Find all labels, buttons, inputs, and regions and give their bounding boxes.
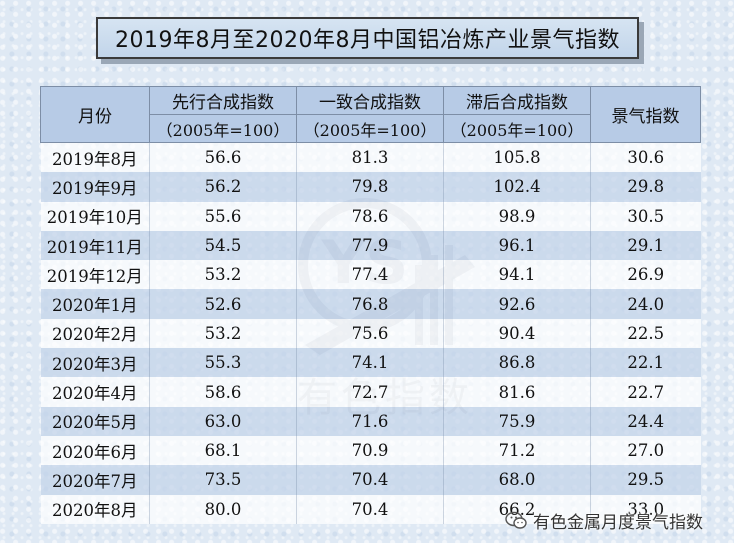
cell-month: 2020年5月: [40, 406, 150, 436]
cell-lagging: 98.9: [443, 201, 591, 231]
cell-climate: 22.7: [590, 377, 701, 407]
table-row: 2019年12月 53.2 77.4 94.1 26.9: [40, 260, 701, 290]
table-row: 2020年8月 80.0 70.4 66.2 33.0: [40, 494, 701, 524]
table-row: 2020年7月 73.5 70.4 68.0 29.5: [40, 465, 701, 495]
cell-coincident: 77.4: [296, 260, 444, 290]
cell-leading: 56.6: [149, 142, 297, 173]
wechat-account-label: 有色金属月度景气指数: [505, 508, 703, 533]
cell-lagging: 68.0: [443, 465, 591, 495]
index-table-container: 月份 先行合成指数 一致合成指数 滞后合成指数 景气指数 （2005年=100）…: [40, 86, 701, 524]
cell-climate: 27.0: [590, 435, 701, 466]
cell-coincident: 76.8: [296, 289, 444, 319]
cell-lagging: 105.8: [443, 142, 591, 173]
cell-month: 2020年4月: [40, 377, 150, 407]
header-coincident: 一致合成指数: [296, 86, 444, 115]
header-climate: 景气指数: [590, 86, 701, 143]
cell-leading: 52.6: [149, 289, 297, 319]
cell-climate: 22.5: [590, 318, 701, 349]
table-header: 月份 先行合成指数 一致合成指数 滞后合成指数 景气指数 （2005年=100）…: [40, 86, 701, 143]
cell-month: 2019年10月: [40, 201, 150, 231]
cell-climate: 30.6: [590, 142, 701, 173]
cell-month: 2019年9月: [40, 172, 150, 202]
cell-coincident: 77.9: [296, 230, 444, 261]
cell-climate: 29.8: [590, 172, 701, 202]
table-body: 2019年8月 56.6 81.3 105.8 30.6 2019年9月 56.…: [40, 142, 701, 524]
cell-leading: 56.2: [149, 172, 297, 202]
header-lagging-base: （2005年=100）: [443, 114, 591, 143]
cell-month: 2019年8月: [40, 142, 150, 173]
cell-coincident: 74.1: [296, 348, 444, 378]
table-row: 2020年5月 63.0 71.6 75.9 24.4: [40, 406, 701, 436]
cell-lagging: 71.2: [443, 435, 591, 466]
cell-climate: 29.1: [590, 230, 701, 261]
cell-leading: 58.6: [149, 377, 297, 407]
table-row: 2019年11月 54.5 77.9 96.1 29.1: [40, 230, 701, 261]
header-month: 月份: [40, 86, 150, 143]
wechat-account-name: 有色金属月度景气指数: [533, 513, 703, 533]
page-title: 2019年8月至2020年8月中国铝冶炼产业景气指数: [96, 17, 639, 59]
cell-month: 2020年7月: [40, 465, 150, 495]
cell-climate: 29.5: [590, 465, 701, 495]
cell-leading: 73.5: [149, 465, 297, 495]
header-leading: 先行合成指数: [149, 86, 297, 115]
cell-leading: 53.2: [149, 260, 297, 290]
cell-climate: 22.1: [590, 348, 701, 378]
cell-leading: 68.1: [149, 435, 297, 466]
cell-month: 2020年3月: [40, 348, 150, 378]
table-row: 2020年2月 53.2 75.6 90.4 22.5: [40, 318, 701, 349]
cell-lagging: 66.2: [443, 494, 591, 524]
cell-leading: 53.2: [149, 318, 297, 349]
cell-lagging: 102.4: [443, 172, 591, 202]
cell-lagging: 75.9: [443, 406, 591, 436]
header-lagging: 滞后合成指数: [443, 86, 591, 115]
cell-month: 2019年12月: [40, 260, 150, 290]
cell-month: 2019年11月: [40, 230, 150, 261]
cell-leading: 55.6: [149, 201, 297, 231]
table-row: 2020年1月 52.6 76.8 92.6 24.0: [40, 289, 701, 319]
cell-leading: 54.5: [149, 230, 297, 261]
header-coincident-base: （2005年=100）: [296, 114, 444, 143]
cell-lagging: 81.6: [443, 377, 591, 407]
cell-coincident: 75.6: [296, 318, 444, 349]
cell-month: 2020年2月: [40, 318, 150, 349]
cell-month: 2020年6月: [40, 435, 150, 466]
cell-leading: 80.0: [149, 494, 297, 524]
index-table: 月份 先行合成指数 一致合成指数 滞后合成指数 景气指数 （2005年=100）…: [40, 86, 701, 524]
cell-lagging: 86.8: [443, 348, 591, 378]
wechat-icon: [505, 511, 527, 529]
table-row: 2020年4月 58.6 72.7 81.6 22.7: [40, 377, 701, 407]
table-row: 2020年6月 68.1 70.9 71.2 27.0: [40, 435, 701, 466]
cell-coincident: 71.6: [296, 406, 444, 436]
cell-coincident: 78.6: [296, 201, 444, 231]
cell-coincident: 79.8: [296, 172, 444, 202]
cell-climate: 26.9: [590, 260, 701, 290]
cell-lagging: 96.1: [443, 230, 591, 261]
header-leading-base: （2005年=100）: [149, 114, 297, 143]
cell-lagging: 92.6: [443, 289, 591, 319]
cell-climate: 24.4: [590, 406, 701, 436]
cell-month: 2020年8月: [40, 494, 150, 524]
cell-coincident: 70.9: [296, 435, 444, 466]
table-row: 2019年9月 56.2 79.8 102.4 29.8: [40, 172, 701, 202]
cell-coincident: 81.3: [296, 142, 444, 173]
cell-lagging: 90.4: [443, 318, 591, 349]
cell-climate: 30.5: [590, 201, 701, 231]
table-row: 2019年10月 55.6 78.6 98.9 30.5: [40, 201, 701, 231]
table-row: 2020年3月 55.3 74.1 86.8 22.1: [40, 348, 701, 378]
cell-leading: 63.0: [149, 406, 297, 436]
cell-leading: 55.3: [149, 348, 297, 378]
cell-coincident: 70.4: [296, 494, 444, 524]
cell-climate: 24.0: [590, 289, 701, 319]
cell-climate: 33.0: [590, 494, 701, 524]
cell-lagging: 94.1: [443, 260, 591, 290]
cell-month: 2020年1月: [40, 289, 150, 319]
cell-coincident: 70.4: [296, 465, 444, 495]
table-row: 2019年8月 56.6 81.3 105.8 30.6: [40, 142, 701, 173]
cell-coincident: 72.7: [296, 377, 444, 407]
